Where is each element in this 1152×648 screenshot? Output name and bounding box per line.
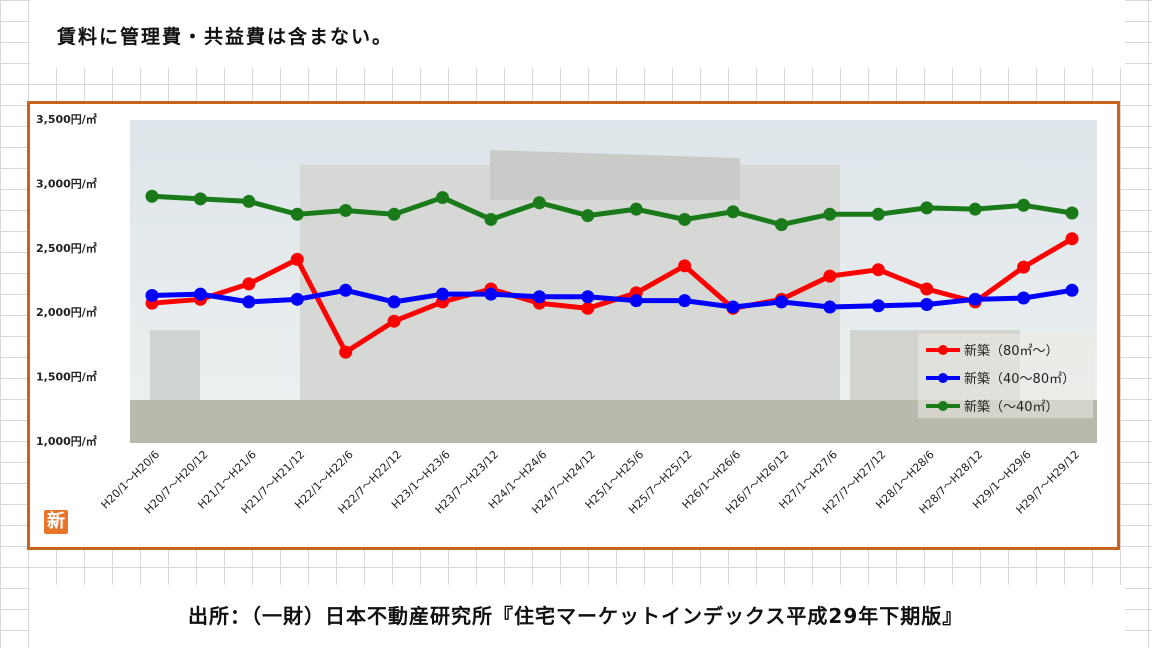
legend-label: 新築（80㎡～）: [964, 343, 1059, 359]
data-point: [436, 191, 450, 205]
data-point: [339, 203, 353, 217]
series-line: [151, 287, 1073, 310]
data-point: [823, 300, 837, 314]
data-point: [532, 196, 546, 210]
data-point: [1017, 260, 1031, 274]
data-point: [290, 207, 304, 221]
legend-label: 新築（～40㎡）: [964, 399, 1059, 415]
legend-swatch-marker: [938, 373, 948, 383]
data-point: [823, 269, 837, 283]
data-point: [581, 301, 595, 315]
data-point: [193, 192, 207, 206]
data-point: [1065, 206, 1079, 220]
footer-area: [30, 585, 1125, 648]
data-point: [387, 314, 401, 328]
data-point: [145, 189, 159, 203]
data-point: [290, 252, 304, 266]
y-tick-label: 2,000円/㎡: [36, 305, 97, 319]
data-point: [387, 295, 401, 309]
data-point: [774, 295, 788, 309]
data-point: [920, 282, 934, 296]
data-point: [581, 209, 595, 223]
note-text: 賃料に管理費・共益費は含まない。: [57, 26, 394, 48]
data-point: [1065, 283, 1079, 297]
data-point: [242, 277, 256, 291]
y-tick-label: 1,500円/㎡: [36, 370, 97, 384]
data-point: [242, 295, 256, 309]
data-point: [678, 294, 692, 308]
data-point: [726, 205, 740, 219]
publisher-logo: 新: [44, 510, 68, 534]
data-point: [242, 194, 256, 208]
data-point: [629, 202, 643, 216]
data-point: [339, 345, 353, 359]
data-point: [774, 218, 788, 232]
data-point: [968, 292, 982, 306]
data-point: [193, 287, 207, 301]
header-area: [30, 0, 1125, 68]
data-point: [145, 288, 159, 302]
data-point: [484, 212, 498, 226]
legend-label: 新築（40～80㎡）: [964, 371, 1075, 387]
series-line: [151, 193, 1073, 228]
data-point: [339, 283, 353, 297]
data-point: [871, 299, 885, 313]
data-point: [1017, 198, 1031, 212]
data-point: [532, 290, 546, 304]
data-point: [678, 212, 692, 226]
series-2: [145, 283, 1079, 314]
legend-swatch-marker: [938, 345, 948, 355]
data-point: [678, 259, 692, 273]
series-3: [145, 189, 1079, 232]
y-tick-label: 3,500円/㎡: [36, 112, 97, 126]
data-point: [920, 201, 934, 215]
data-point: [871, 263, 885, 277]
data-point: [823, 207, 837, 221]
data-point: [1065, 232, 1079, 246]
data-point: [871, 207, 885, 221]
data-point: [1017, 291, 1031, 305]
data-point: [387, 207, 401, 221]
y-tick-label: 3,000円/㎡: [36, 176, 97, 190]
legend-swatch-marker: [938, 401, 948, 411]
data-point: [726, 300, 740, 314]
data-point: [968, 202, 982, 216]
data-point: [581, 290, 595, 304]
data-point: [290, 292, 304, 306]
y-tick-label: 1,000円/㎡: [36, 434, 97, 448]
y-tick-label: 2,500円/㎡: [36, 241, 97, 255]
data-point: [920, 297, 934, 311]
data-point: [484, 287, 498, 301]
source-text: 出所：（一財）日本不動産研究所『住宅マーケットインデックス平成29年下期版』: [188, 604, 964, 628]
data-point: [436, 287, 450, 301]
data-point: [629, 294, 643, 308]
